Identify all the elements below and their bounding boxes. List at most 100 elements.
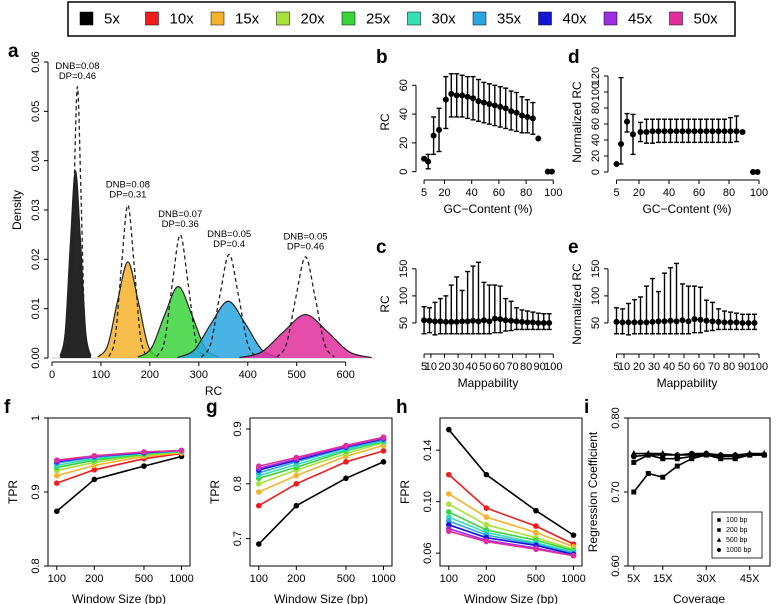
x-tick-label: 70	[708, 361, 720, 373]
point	[643, 319, 650, 326]
marker	[570, 532, 577, 538]
marker	[446, 522, 452, 528]
x-tick-label: 100	[250, 573, 268, 585]
marker	[380, 459, 387, 465]
annotation: DNB=0.07	[158, 209, 202, 220]
x-tick-label: 45X	[740, 573, 760, 585]
point	[691, 316, 698, 323]
point	[703, 317, 710, 324]
x-tick-label: 5	[421, 187, 427, 199]
point	[497, 316, 504, 323]
y-axis-label: Density	[10, 190, 24, 230]
x-tick-label: 40	[466, 361, 478, 373]
x-tick-label: 100	[544, 361, 562, 373]
y-tick-label: 100	[398, 287, 410, 305]
point	[649, 128, 656, 135]
panel-b: b GC−Content (%) RC 5 20 40 60 80 100 0 20 40 60	[376, 47, 562, 216]
point	[721, 319, 728, 326]
x-tick-label: 40	[663, 361, 675, 373]
panel-g: g Window Size (bp) TPR 100 200 500 1000 0.7 0.8 0…	[206, 397, 396, 604]
point	[754, 169, 761, 175]
point	[637, 319, 644, 326]
point	[546, 319, 553, 326]
point	[431, 318, 438, 325]
point	[619, 319, 626, 326]
dashed-curve	[200, 253, 258, 358]
point	[721, 128, 728, 135]
legend-swatch	[472, 11, 487, 26]
marker	[688, 450, 695, 457]
dashed-curve	[156, 234, 205, 357]
annotation: DNB=0.08	[106, 180, 150, 191]
point	[739, 319, 746, 326]
legend-swatch	[79, 11, 94, 26]
y-axis-label: TPR	[208, 480, 222, 504]
marker	[533, 507, 539, 514]
x-tick-label: 100	[48, 573, 66, 585]
panel-h: h Window Size (bp) FPR 100 200 500 1000 0.06 0.1…	[396, 397, 586, 604]
point	[661, 318, 668, 325]
point	[436, 126, 443, 133]
marker	[178, 447, 185, 454]
x-tick-label: 50	[479, 361, 491, 373]
y-tick-label: 50	[590, 317, 602, 329]
marker	[717, 518, 721, 522]
line	[633, 452, 765, 458]
x-tick-label: 400	[239, 369, 257, 381]
marker	[141, 449, 147, 455]
marker	[717, 452, 724, 458]
x-tick-label: 40	[466, 187, 478, 199]
x-tick-label: 5	[613, 361, 619, 373]
y-tick-label: 0.06	[30, 51, 42, 72]
point	[508, 108, 515, 115]
point	[437, 318, 444, 325]
legend-label: 5x	[104, 10, 120, 27]
point	[643, 129, 650, 135]
y-tick-label: 40	[590, 134, 602, 146]
point	[540, 319, 547, 326]
line	[258, 444, 384, 493]
point	[697, 128, 704, 135]
y-axis-label: RC	[378, 295, 392, 313]
point	[655, 128, 662, 135]
point	[709, 128, 716, 135]
y-tick-label: 0.02	[30, 249, 42, 270]
marker	[446, 426, 452, 433]
legend-swatch	[276, 11, 290, 26]
point	[715, 128, 722, 135]
x-tick-label: 100	[440, 573, 458, 585]
marker	[674, 452, 681, 458]
point	[502, 105, 509, 112]
y-tick-label: 0.01	[30, 298, 42, 319]
point	[480, 317, 487, 324]
x-axis-label: Mappability	[657, 376, 718, 390]
marker	[446, 491, 452, 497]
point	[625, 319, 632, 326]
y-tick-label: 100	[590, 287, 602, 305]
legend-label: 35x	[497, 10, 522, 27]
marker	[256, 502, 262, 509]
panel-letter: c	[376, 237, 387, 258]
marker	[343, 459, 349, 465]
x-tick-label: 60	[493, 361, 505, 373]
marker	[343, 475, 349, 482]
dashed-curve	[66, 86, 89, 356]
x-tick-label: 90	[738, 361, 750, 373]
marker	[645, 452, 652, 458]
plot-frame	[47, 417, 191, 567]
y-tick-label: 40	[398, 108, 410, 120]
marker	[91, 476, 98, 483]
x-tick-label: 100	[750, 187, 768, 199]
x-tick-label: 500	[135, 573, 153, 585]
marker	[631, 489, 637, 495]
x-tick-label: 200	[477, 573, 495, 585]
point	[679, 317, 686, 324]
point	[751, 319, 758, 326]
x-tick-label: 60	[693, 361, 705, 373]
point	[519, 318, 525, 325]
panel-a: a RC Density 0 100 200 300 400 500 600 0.00 0.01 0.0…	[8, 41, 375, 398]
legend-label: 15x	[235, 10, 260, 27]
marker	[631, 459, 637, 465]
x-tick-label: 5X	[627, 573, 641, 585]
